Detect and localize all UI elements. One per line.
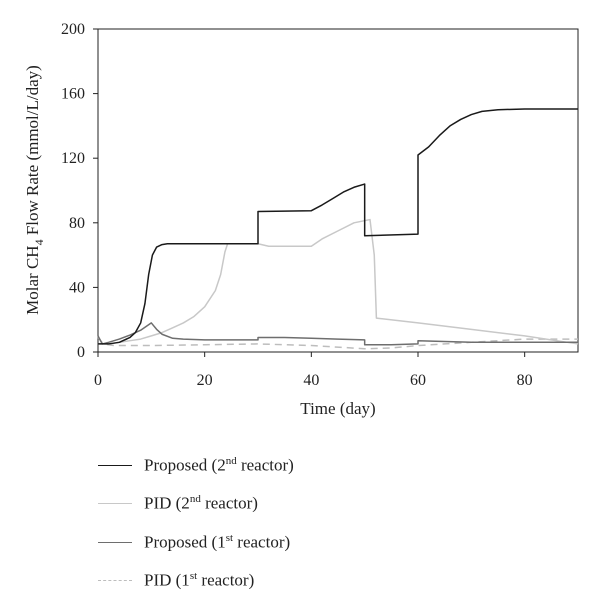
y-tick-label: 120 <box>61 150 85 167</box>
legend-label: Proposed (2nd reactor) <box>144 454 294 475</box>
legend: Proposed (2nd reactor) PID (2nd reactor)… <box>98 446 498 600</box>
x-axis-title: Time (day) <box>300 399 375 418</box>
x-tick-label: 40 <box>303 372 319 389</box>
plot-area-frame <box>97 28 579 353</box>
y-axis-title-rest: Flow Rate (mmol/L/day) <box>23 65 42 239</box>
x-tick-label: 80 <box>517 372 533 389</box>
legend-item: Proposed (1st reactor) <box>98 523 498 562</box>
series-line-3 <box>97 322 578 346</box>
series-line-2 <box>98 218 579 345</box>
x-tick-label: 20 <box>197 372 213 389</box>
series-line-1 <box>98 108 578 345</box>
y-tick-label: 80 <box>69 215 85 232</box>
y-tick-label: 200 <box>61 21 85 38</box>
legend-item: Proposed (2nd reactor) <box>98 446 498 485</box>
y-tick-label: 160 <box>61 86 85 103</box>
legend-label: PID (2nd reactor) <box>144 493 258 514</box>
series-layer <box>97 108 579 350</box>
y-axis-title-main: Molar CH <box>23 245 42 314</box>
legend-swatch <box>98 464 132 466</box>
legend-label: PID (1st reactor) <box>144 570 255 591</box>
legend-label: Proposed (1st reactor) <box>144 531 291 552</box>
y-tick-label: 40 <box>69 279 85 296</box>
ticks-layer: 0 20 40 60 80 0 40 80 120 160 200 <box>61 21 533 389</box>
legend-item: PID (1st reactor) <box>98 562 498 601</box>
legend-swatch <box>98 580 132 582</box>
y-axis-title-subscript: 4 <box>32 239 46 245</box>
x-tick-label: 60 <box>410 372 426 389</box>
legend-swatch <box>98 541 132 543</box>
y-axis-title: Molar CH4 Flow Rate (mmol/L/day) <box>23 65 46 315</box>
legend-swatch <box>98 503 132 505</box>
y-tick-label: 0 <box>77 344 85 361</box>
x-tick-label: 0 <box>94 372 102 389</box>
legend-item: PID (2nd reactor) <box>98 485 498 524</box>
chart: 0 20 40 60 80 0 40 80 120 160 200 Time (day) Molar… <box>23 21 579 418</box>
